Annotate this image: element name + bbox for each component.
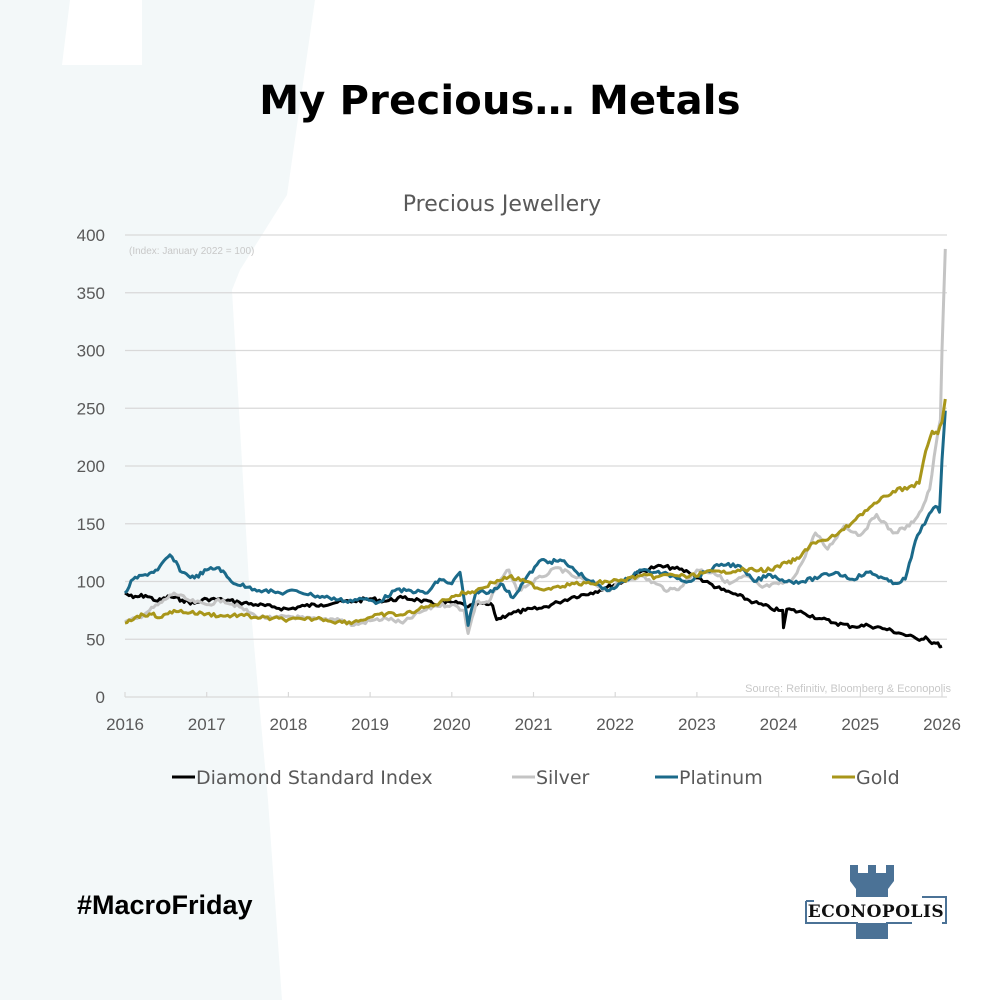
legend-label: Diamond Standard Index — [196, 767, 433, 789]
x-tick-label: 2016 — [106, 715, 144, 734]
y-tick-label: 250 — [77, 399, 105, 418]
hashtag: #MacroFriday — [77, 890, 253, 920]
series-line-platinum — [123, 410, 947, 627]
x-tick-label: 2020 — [433, 715, 471, 734]
legend: Diamond Standard Index Silver Platinum Gold — [172, 767, 900, 789]
y-tick-label: 200 — [77, 457, 105, 476]
x-axis: 2016 2017 2018 2019 2020 2021 2022 2023 2024 2025… — [106, 692, 961, 734]
x-tick-label: 2017 — [188, 715, 226, 734]
x-tick-label: 2019 — [351, 715, 389, 734]
source-note: Source: Refinitiv, Bloomberg & Econopoli… — [745, 683, 951, 695]
chart-title: Precious Jewellery — [403, 192, 601, 217]
series-lines — [123, 248, 947, 649]
legend-label: Gold — [856, 767, 900, 789]
gridlines — [125, 234, 947, 698]
y-axis-ticks: 0 50 100 150 200 250 300 350 400 — [77, 226, 105, 707]
series-line-diamond-standard-index — [124, 563, 943, 649]
y-tick-label: 50 — [86, 630, 105, 649]
index-note: (Index: January 2022 = 100) — [129, 246, 254, 257]
y-tick-label: 300 — [77, 342, 105, 361]
castle-tower-icon — [850, 865, 894, 939]
x-tick-label: 2023 — [678, 715, 716, 734]
background-panel — [0, 0, 315, 1000]
y-tick-label: 0 — [96, 688, 105, 707]
x-tick-label: 2025 — [841, 715, 879, 734]
x-tick-label: 2024 — [760, 715, 798, 734]
logo-text: ECONOPOLIS — [808, 902, 944, 922]
logo-band — [806, 897, 946, 923]
legend-label: Platinum — [679, 767, 763, 789]
x-tick-label: 2018 — [269, 715, 307, 734]
legend-label: Silver — [536, 767, 590, 789]
econopolis-logo: ECONOPOLIS — [805, 865, 947, 939]
series-line-gold — [124, 398, 947, 626]
y-tick-label: 400 — [77, 226, 105, 245]
background-notch — [62, 0, 142, 65]
y-tick-label: 350 — [77, 284, 105, 303]
y-tick-label: 150 — [77, 515, 105, 534]
x-tick-label: 2026 — [923, 715, 961, 734]
y-tick-label: 100 — [77, 573, 105, 592]
x-tick-label: 2022 — [596, 715, 634, 734]
x-tick-label: 2021 — [515, 715, 553, 734]
page-headline: My Precious… Metals — [259, 78, 741, 124]
logo-bracket — [805, 896, 947, 924]
